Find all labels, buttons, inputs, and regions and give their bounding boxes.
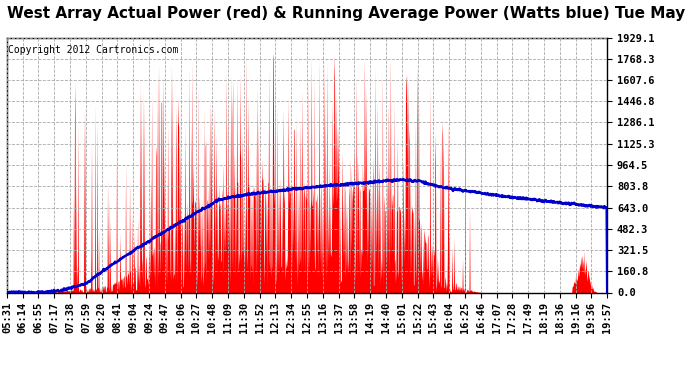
Text: West Array Actual Power (red) & Running Average Power (Watts blue) Tue May 15 20: West Array Actual Power (red) & Running …	[7, 6, 690, 21]
Text: Copyright 2012 Cartronics.com: Copyright 2012 Cartronics.com	[8, 45, 179, 55]
